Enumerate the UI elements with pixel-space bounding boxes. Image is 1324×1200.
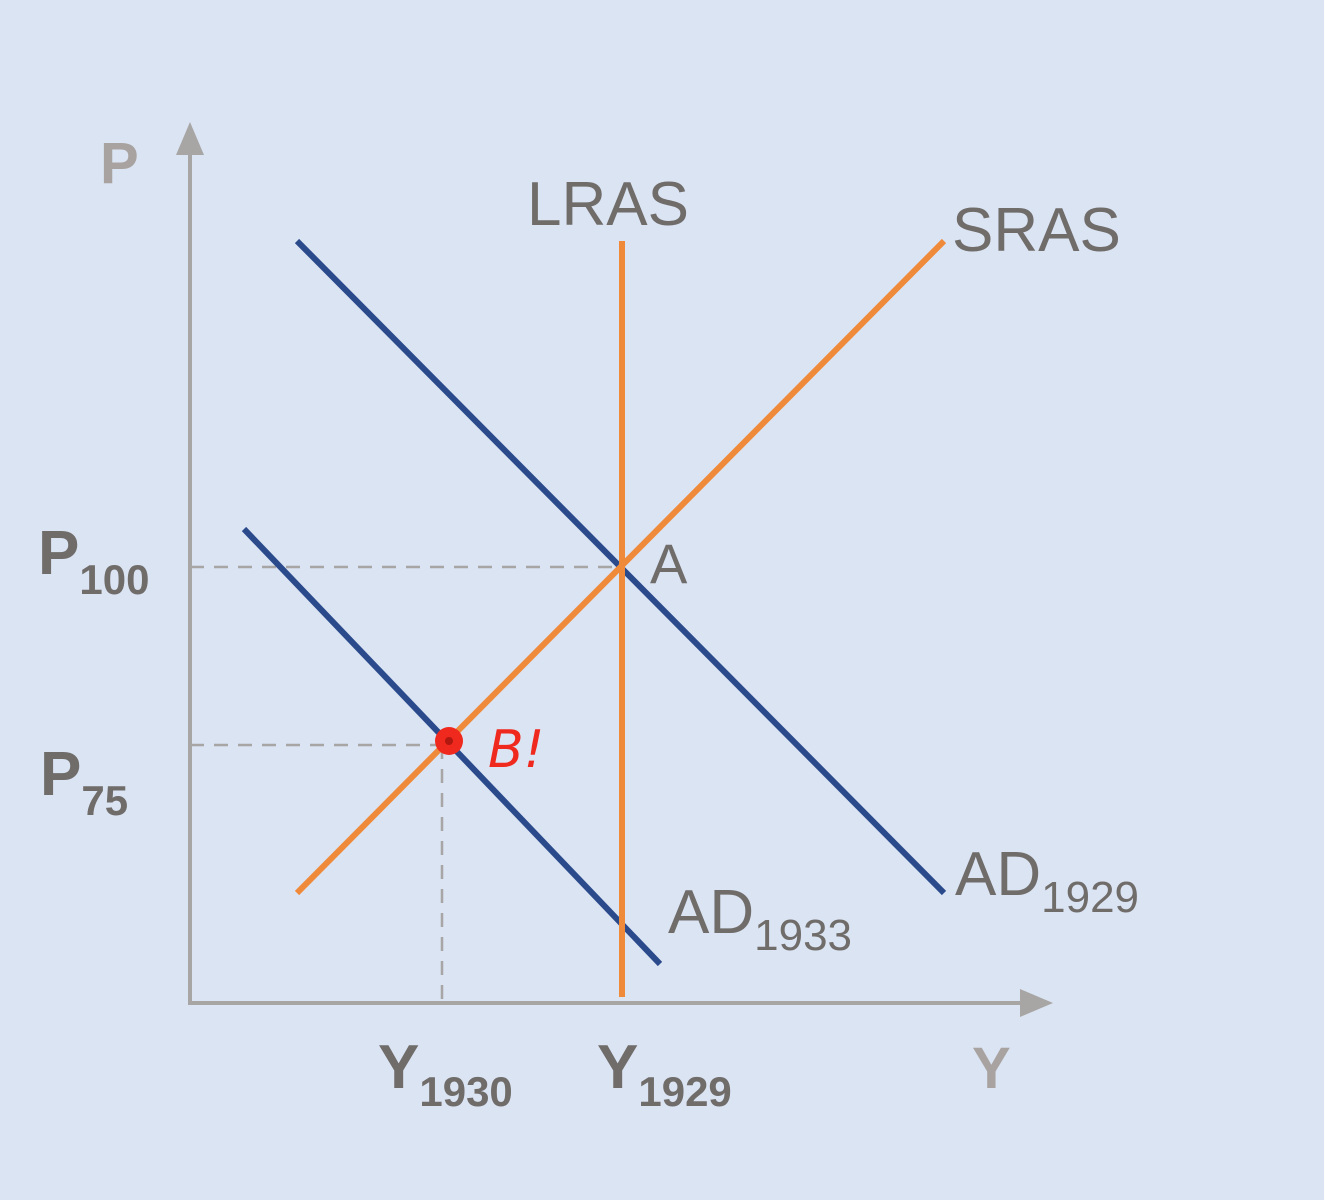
y1929-label-main: Y — [597, 1033, 638, 1102]
y-axis-label: P — [100, 131, 139, 196]
y1929-label-sub: 1929 — [638, 1068, 731, 1115]
ad1929-label-sub: 1929 — [1041, 873, 1139, 922]
y1930-label-main: Y — [378, 1033, 419, 1102]
p100-label-main: P — [38, 519, 79, 588]
p75-label: P75 — [40, 740, 128, 824]
x-axis-arrow-icon — [1020, 989, 1053, 1017]
lras-label: LRAS — [527, 170, 689, 239]
y1930-label-sub: 1930 — [419, 1068, 512, 1115]
p100-label: P100 — [38, 519, 149, 603]
p75-label-main: P — [40, 740, 81, 809]
axes: P Y — [100, 122, 1053, 1101]
p100-label-sub: 100 — [79, 556, 149, 603]
sras-label: SRAS — [952, 196, 1121, 265]
ad1933-label-sub: 1933 — [754, 911, 852, 960]
y1929-label: Y1929 — [597, 1033, 732, 1115]
x-axis-label: Y — [972, 1036, 1011, 1101]
ad1929-label: AD1929 — [955, 840, 1139, 922]
point-b-marker — [435, 727, 463, 755]
y1930-label: Y1930 — [378, 1033, 513, 1115]
ad1933-label: AD1933 — [668, 878, 852, 960]
ad1933-label-main: AD — [668, 878, 754, 947]
point-b-label: B! — [488, 720, 545, 780]
y-axis-arrow-icon — [176, 122, 204, 155]
point-b-dot-center — [445, 737, 453, 745]
ad1929-label-main: AD — [955, 840, 1041, 909]
guide-lines — [190, 565, 622, 1003]
supply-curves — [294, 238, 947, 997]
sras-curve — [294, 238, 947, 896]
point-a-label: A — [650, 532, 688, 595]
p75-label-sub: 75 — [81, 777, 128, 824]
